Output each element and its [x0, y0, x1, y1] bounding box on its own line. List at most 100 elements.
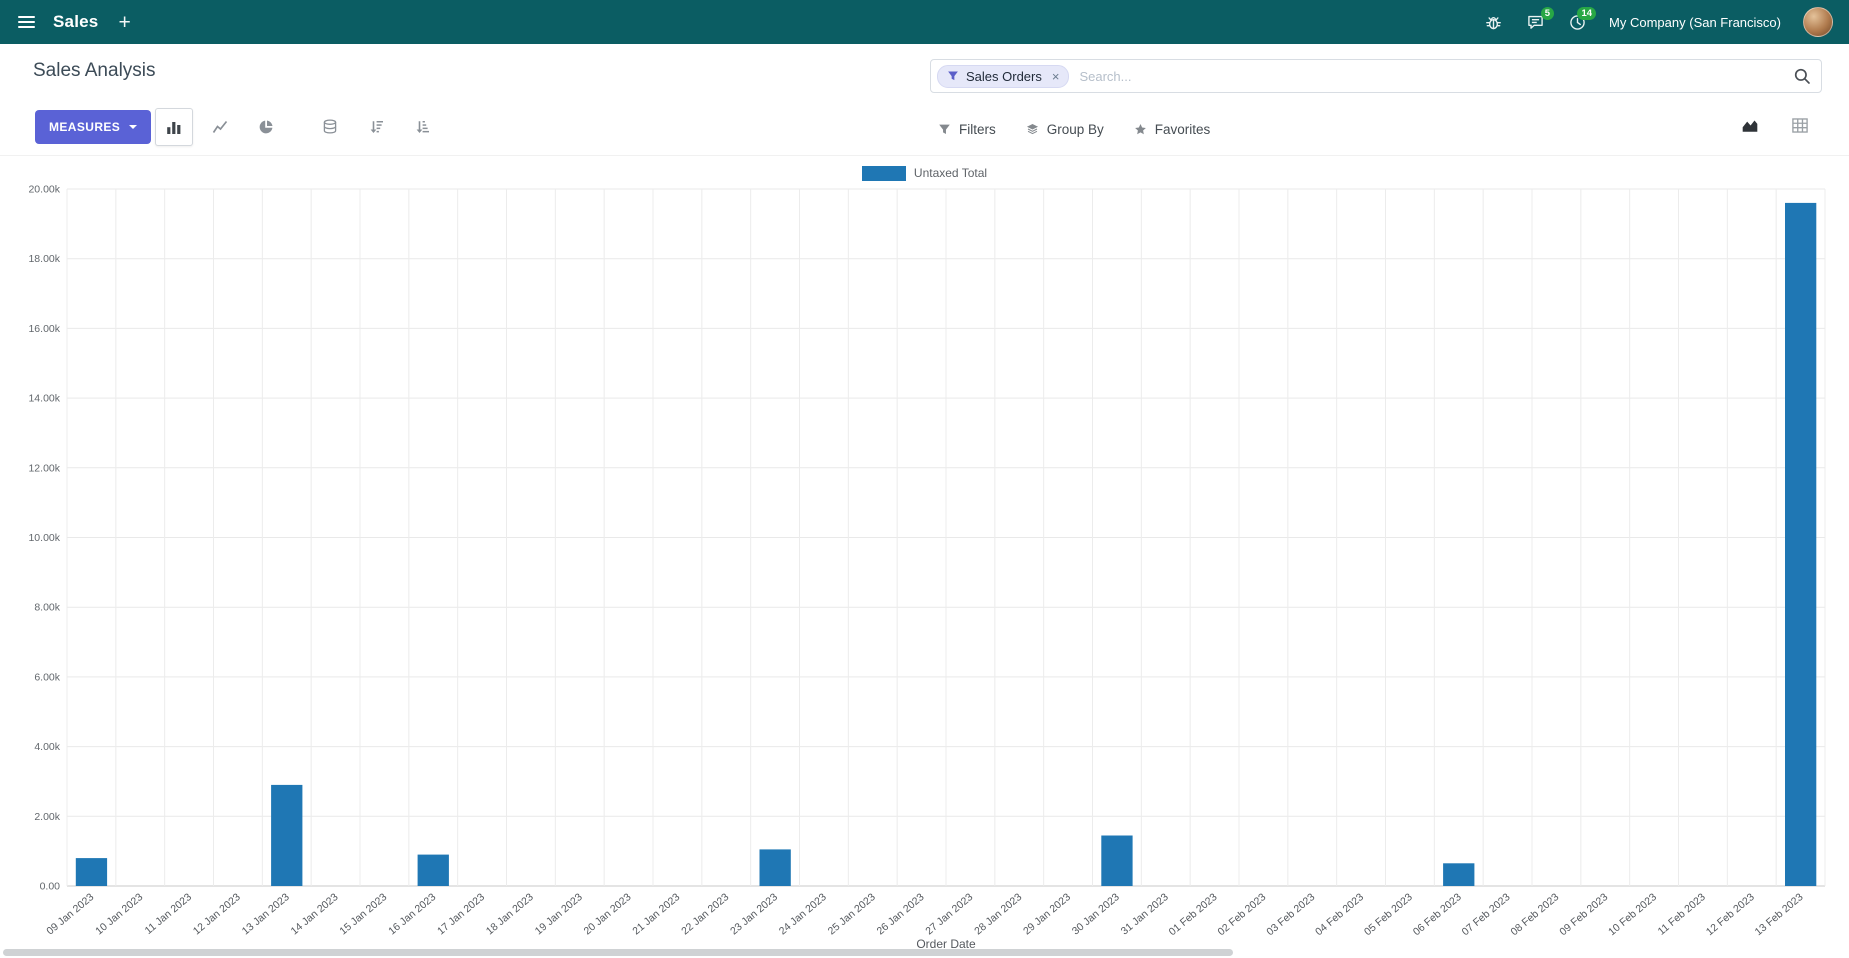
- x-tick-label: 09 Jan 2023: [44, 891, 96, 937]
- y-tick-label: 6.00k: [34, 671, 60, 683]
- pie-chart-icon: [259, 120, 273, 134]
- filter-icon: [948, 71, 958, 81]
- filters-label: Filters: [959, 121, 996, 137]
- x-tick-label: 12 Jan 2023: [191, 891, 243, 937]
- favorites-icon: [1134, 123, 1146, 134]
- x-tick-label: 16 Jan 2023: [386, 891, 438, 937]
- search-input[interactable]: [1069, 68, 1793, 84]
- bar[interactable]: [1785, 202, 1817, 886]
- bar[interactable]: [417, 854, 449, 886]
- caret-down-icon: [129, 125, 138, 129]
- view-switcher: [1735, 110, 1815, 140]
- bar[interactable]: [75, 858, 108, 886]
- activities-badge: 14: [1577, 7, 1597, 21]
- x-tick-label: 04 Feb 2023: [1313, 891, 1366, 938]
- stacked-button[interactable]: [311, 108, 349, 146]
- bar[interactable]: [1443, 863, 1475, 886]
- bar-chart-icon: [167, 122, 181, 134]
- sales-analysis-chart: Untaxed Total 0.00 2.00k 4.00k 6.00k 8.00k 10…: [0, 156, 1849, 958]
- pivot-view-button[interactable]: [1785, 110, 1815, 140]
- favorites-label: Favorites: [1154, 121, 1211, 137]
- line-chart-button[interactable]: [201, 108, 239, 146]
- bar-chart-button[interactable]: [155, 108, 193, 146]
- page-title: Sales Analysis: [33, 60, 156, 81]
- x-tick-label: 26 Jan 2023: [875, 891, 927, 937]
- filters-menu[interactable]: Filters: [938, 122, 996, 137]
- horizontal-scrollbar[interactable]: [3, 949, 1233, 956]
- bar-chart-plot[interactable]: 0.00 2.00k 4.00k 6.00k 8.00k 10.00k 12.00k 14.0…: [19, 182, 1830, 958]
- x-tick-label: 24 Jan 2023: [777, 891, 829, 937]
- y-tick-label: 4.00k: [34, 741, 60, 753]
- chart-legend[interactable]: Untaxed Total: [0, 156, 1849, 182]
- top-navbar: Sales + 5 14 My Company (San Francisco): [0, 0, 1849, 44]
- y-tick-label: 12.00k: [28, 462, 60, 474]
- pivot-view-icon: [1792, 117, 1808, 133]
- group-by-menu[interactable]: Group By: [1026, 122, 1104, 137]
- measures-label: MEASURES: [49, 120, 121, 134]
- search-bar[interactable]: Sales Orders ×: [930, 59, 1822, 93]
- x-tick-label: 21 Jan 2023: [630, 891, 682, 937]
- x-tick-label: 10 Jan 2023: [93, 891, 145, 937]
- sort-asc-icon: [416, 121, 429, 133]
- messages-icon[interactable]: 5: [1525, 7, 1555, 32]
- sort-desc-icon: [370, 121, 383, 133]
- area-view-icon: [1742, 119, 1758, 132]
- group-by-icon: [1026, 123, 1038, 134]
- favorites-menu[interactable]: Favorites: [1134, 121, 1211, 137]
- x-tick-label: 05 Feb 2023: [1362, 891, 1415, 938]
- y-tick-label: 14.00k: [28, 393, 60, 405]
- x-tick-label: 11 Jan 2023: [143, 891, 195, 937]
- apps-menu-icon[interactable]: [16, 12, 37, 32]
- x-tick-label: 31 Jan 2023: [1119, 891, 1171, 937]
- pie-chart-button[interactable]: [247, 108, 285, 146]
- legend-swatch: [861, 165, 906, 181]
- sort-desc-button[interactable]: [357, 108, 395, 146]
- x-tick-label: 27 Jan 2023: [923, 891, 975, 937]
- x-tick-label: 09 Feb 2023: [1557, 891, 1610, 938]
- y-tick-label: 0.00: [40, 881, 61, 893]
- x-tick-label: 10 Feb 2023: [1606, 891, 1659, 938]
- x-tick-label: 17 Jan 2023: [435, 891, 487, 937]
- search-icon[interactable]: [1793, 67, 1811, 85]
- x-tick-label: 30 Jan 2023: [1070, 891, 1122, 937]
- group-by-label: Group By: [1046, 121, 1104, 137]
- bar[interactable]: [271, 784, 303, 886]
- x-tick-label: 01 Feb 2023: [1167, 891, 1220, 938]
- y-tick-label: 2.00k: [34, 811, 60, 823]
- x-axis-title: Order Date: [916, 937, 976, 951]
- search-facet-sales-orders[interactable]: Sales Orders ×: [937, 64, 1070, 88]
- control-panel: Sales Analysis Sales Orders × MEASURES: [0, 44, 1849, 156]
- search-menus: Filters Group By Favorites: [938, 102, 1210, 156]
- bug-icon[interactable]: [1483, 12, 1503, 32]
- x-tick-label: 13 Feb 2023: [1753, 891, 1806, 938]
- x-tick-label: 23 Jan 2023: [728, 891, 780, 937]
- graph-view-button[interactable]: [1735, 110, 1765, 140]
- activities-icon[interactable]: 14: [1567, 7, 1597, 32]
- filter-icon: [939, 124, 950, 134]
- x-tick-label: 22 Jan 2023: [679, 891, 731, 937]
- x-tick-label: 20 Jan 2023: [582, 891, 634, 937]
- messages-badge: 5: [1540, 7, 1555, 21]
- y-tick-label: 18.00k: [28, 253, 60, 265]
- x-tick-label: 14 Jan 2023: [289, 891, 341, 937]
- bar[interactable]: [759, 849, 791, 886]
- plus-icon[interactable]: +: [118, 10, 131, 34]
- app-name[interactable]: Sales: [53, 12, 99, 31]
- x-tick-label: 11 Feb 2023: [1656, 891, 1708, 938]
- x-tick-label: 06 Feb 2023: [1411, 891, 1464, 938]
- x-tick-label: 07 Feb 2023: [1460, 891, 1513, 938]
- y-tick-label: 20.00k: [28, 184, 60, 196]
- facet-remove-icon[interactable]: ×: [1051, 68, 1060, 84]
- avatar[interactable]: [1803, 7, 1833, 37]
- facet-label: Sales Orders: [966, 68, 1042, 84]
- sort-asc-button[interactable]: [403, 108, 441, 146]
- measures-button[interactable]: MEASURES: [35, 110, 152, 144]
- y-tick-label: 8.00k: [34, 602, 60, 614]
- bar[interactable]: [1101, 835, 1133, 887]
- x-tick-label: 29 Jan 2023: [1021, 891, 1073, 937]
- x-tick-label: 28 Jan 2023: [972, 891, 1024, 937]
- y-tick-label: 10.00k: [28, 532, 60, 544]
- company-switcher[interactable]: My Company (San Francisco): [1609, 14, 1781, 30]
- x-tick-label: 25 Jan 2023: [826, 891, 878, 937]
- control-panel-toolbar: MEASURES: [0, 102, 1849, 156]
